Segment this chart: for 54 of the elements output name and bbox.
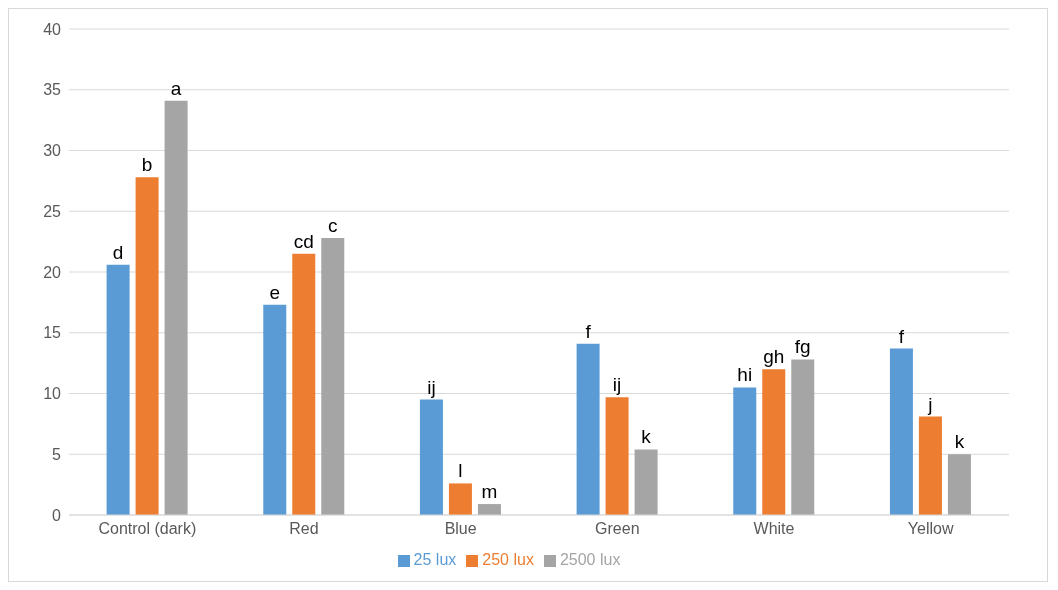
bar [605,397,629,515]
bar [106,264,130,515]
bar [733,387,757,515]
x-tick-label: White [753,520,795,538]
bar [576,343,600,515]
y-tick-label: 15 [43,324,62,342]
data-label: f [898,325,905,347]
y-tick-label: 5 [52,445,62,463]
y-tick-label: 25 [43,202,62,220]
bar [477,504,501,515]
data-label: k [641,426,652,448]
y-tick-label: 10 [43,385,62,403]
legend-label: 250 lux [482,551,534,568]
x-tick-label: Control (dark) [98,520,197,538]
y-tick-label: 30 [43,142,62,160]
data-label: b [141,154,153,176]
data-label: k [954,431,965,453]
bar [791,359,815,515]
data-label: d [112,241,124,263]
data-label: a [170,77,182,99]
bar [448,483,472,515]
data-label: cd [293,230,314,252]
data-label: c [328,214,338,236]
data-label: ij [427,376,436,398]
data-label: f [585,320,592,342]
bar [263,304,287,515]
y-tick-label: 35 [43,81,62,99]
bar [164,100,188,515]
data-label: gh [763,346,785,368]
legend-label: 25 lux [413,551,457,568]
bar [321,237,345,515]
data-label: e [269,281,281,303]
data-label: fg [794,336,811,358]
legend-label: 2500 lux [559,551,621,568]
data-label: m [481,481,498,503]
bar [634,449,658,515]
y-tick-label: 20 [43,263,62,281]
bar [292,253,316,515]
bar [889,348,913,515]
data-label: l [458,460,463,482]
y-tick-label: 40 [43,20,62,38]
data-label: hi [737,364,753,386]
x-tick-label: Blue [444,520,477,538]
x-tick-label: Red [289,520,319,538]
bar [762,369,786,515]
bar [947,454,971,515]
data-label: j [927,393,933,415]
x-tick-label: Yellow [907,520,954,538]
data-label: ij [612,374,622,396]
x-tick-label: Green [595,520,640,538]
bar [419,399,443,515]
bar [918,416,942,515]
y-tick-label: 0 [52,506,62,524]
bar [135,177,159,515]
